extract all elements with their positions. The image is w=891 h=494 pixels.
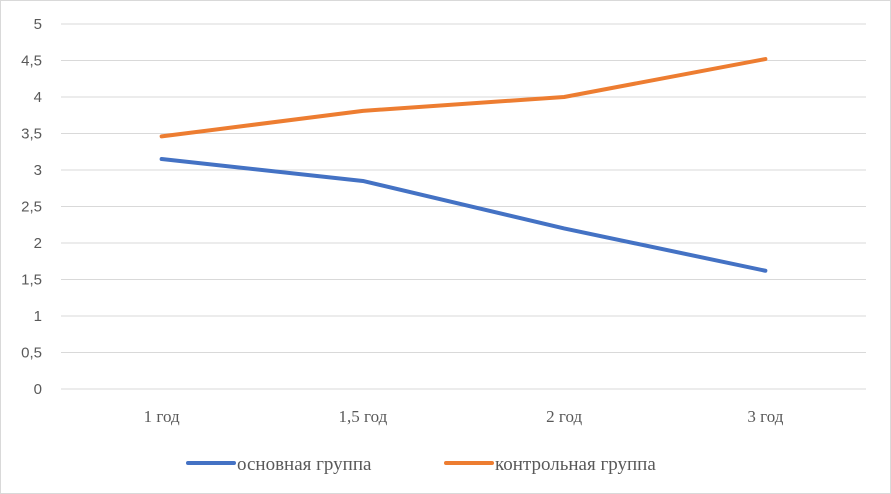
legend-label-2: контрольная группа (495, 454, 656, 475)
y-tick-label: 2 (34, 235, 42, 252)
series-line-2 (159, 57, 768, 139)
y-tick-label: 1,5 (21, 272, 42, 289)
y-tick-label: 4,5 (21, 53, 42, 70)
x-tick-label: 2 год (546, 407, 582, 426)
y-tick-label: 3 (34, 162, 42, 179)
gridlines (61, 23, 866, 390)
x-tick-label: 1 год (144, 407, 180, 426)
y-tick-label: 0 (34, 381, 42, 398)
y-tick-label: 2,5 (21, 199, 42, 216)
series-lines (159, 57, 768, 273)
y-tick-label: 4 (34, 89, 42, 106)
y-tick-label: 5 (34, 16, 42, 33)
y-axis-ticks: 0 0,5 1 1,5 2 2,5 3 3,5 4 4,5 5 (21, 16, 42, 398)
legend-label-1: основная группа (237, 454, 372, 475)
y-tick-label: 0,5 (21, 345, 42, 362)
y-tick-label: 3,5 (21, 126, 42, 143)
x-axis-ticks: 1 год 1,5 год 2 год 3 год (144, 407, 784, 426)
y-tick-label: 1 (34, 308, 42, 325)
x-tick-label: 1,5 год (339, 407, 388, 426)
series-line-1 (159, 157, 768, 273)
x-tick-label: 3 год (747, 407, 783, 426)
legend: основная группа контрольная группа (186, 454, 656, 475)
